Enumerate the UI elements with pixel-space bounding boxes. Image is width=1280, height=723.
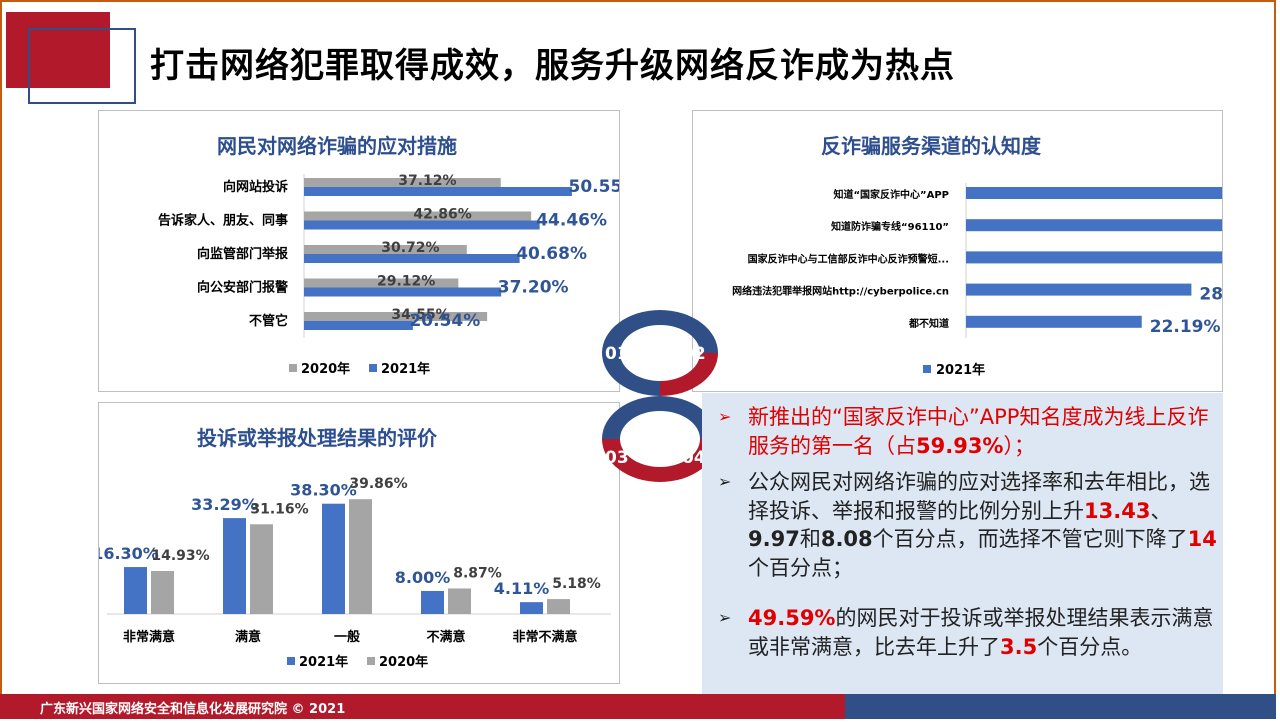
chart3-legend-2020: 2020年 [379, 654, 428, 670]
chart1-category-label: 告诉家人、朋友、同事 [158, 213, 288, 229]
chart1-label-2020: 34.55% [391, 307, 449, 323]
chart1-category-label: 不管它 [249, 313, 288, 329]
summary-box: ➢ 新推出的“国家反诈中心”APP知名度成为线上反诈服务的第一名（占59.93%… [702, 393, 1223, 703]
chart-channel-awareness: 反诈骗服务渠道的认知度 知道“国家反诈中心”APP59.93%知道防诈骗专线“9… [692, 110, 1223, 392]
chart3-bar-2021 [520, 602, 543, 614]
chart3-label-2021: 16.30% [99, 544, 159, 563]
chart3-bar-2020 [448, 588, 471, 614]
chart3-label-2020: 31.16% [250, 501, 308, 517]
chart3-bar-2020 [250, 524, 273, 614]
chart3-legend-2021: 2021年 [299, 654, 348, 670]
chart1-bar-2020 [304, 312, 488, 321]
chart1-label-2020: 30.72% [381, 240, 439, 256]
chart1-category-label: 向公安部门报警 [197, 280, 288, 296]
title-decoration-red [6, 12, 110, 88]
chart2-value-label: 28.46% [1199, 285, 1222, 305]
chart2-bar [966, 251, 1222, 264]
chart3-title: 投诉或举报处理结果的评价 [197, 426, 437, 450]
chart3-category-label: 一般 [334, 629, 360, 645]
arrow-bullet-icon: ➢ [718, 407, 732, 426]
chart1-label-2021: 40.68% [516, 244, 587, 264]
chart1-label-2021: 37.20% [498, 278, 569, 298]
chart2-value-label: 22.19% [1150, 317, 1221, 337]
chart3-label-2020: 14.93% [151, 548, 209, 564]
chart2-legend-swatch [923, 365, 931, 373]
chart3-category-label: 非常不满意 [512, 629, 577, 645]
chart3-bar-2020 [547, 599, 570, 614]
chart1-bar-2021 [304, 187, 572, 196]
chart2-bar [966, 219, 1222, 232]
chart2-category-label: 知道“国家反诈中心”APP [832, 188, 949, 201]
chart-evaluation: 投诉或举报处理结果的评价 16.30%14.93% 非常满意 33.29%31.16… [98, 402, 620, 684]
chart1-bar-2020 [304, 245, 467, 254]
chart1-label-2021: 44.46% [536, 211, 607, 231]
chart3-bar-2021 [322, 503, 345, 614]
chart3-category-label: 非常满意 [123, 629, 175, 645]
chart1-category-label: 向网站投诉 [223, 179, 288, 195]
chart2-bar [966, 283, 1192, 296]
chart3-label-2021: 4.11% [494, 579, 550, 598]
bullet-1-text: 新推出的“国家反诈中心”APP知名度成为线上反诈服务的第一名（占59.93%）； [748, 405, 1209, 458]
chart1-bar-2021 [304, 254, 520, 263]
chart1-label-2020: 29.12% [377, 274, 435, 290]
chart1-plot: 向网站投诉 37.12% 50.55% 告诉家人、朋友、同事 42.86% 44.46% 向… [158, 173, 619, 377]
chart3-label-2020: 39.86% [349, 476, 407, 492]
chart3-category-label: 满意 [235, 629, 261, 645]
footer-bar-red [0, 694, 845, 719]
slide-title: 打击网络犯罪取得成效，服务升级网络反诈成为热点 [150, 46, 955, 86]
numbered-ring-graphic: 01 02 03 04 [602, 310, 718, 482]
chart1-label-2021: 20.54% [409, 311, 480, 331]
chart1-bar-2020 [304, 178, 501, 187]
chart1-legend-2021: 2021年 [381, 361, 430, 377]
bullet-3-text: 49.59%的网民对于投诉或举报处理结果表示满意或非常满意，比去年上升了3.5个… [748, 606, 1214, 659]
title-decoration-outline [28, 28, 136, 104]
chart3-plot: 16.30%14.93% 非常满意 33.29%31.16% 满意 38.30%39.8… [99, 476, 611, 670]
chart1-legend-swatch-2021 [369, 364, 377, 372]
bullet-2-text: 公众网民对网络诈骗的应对选择率和去年相比，选择投诉、举报和报警的比例分别上升13… [748, 470, 1217, 580]
chart3-label-2020: 8.87% [453, 565, 502, 581]
badge-04: 04 [682, 448, 706, 468]
chart3-label-2020: 5.18% [552, 576, 601, 592]
chart2-legend-2021: 2021年 [936, 362, 985, 378]
footer-copyright: 广东新兴国家网络安全和信息化发展研究院 © 2021 [40, 702, 346, 717]
chart3-bar-2020 [151, 571, 174, 614]
chart1-legend-swatch-2020 [289, 364, 297, 372]
chart1-bar-2020 [304, 278, 459, 288]
chart1-label-2020: 42.86% [413, 207, 471, 223]
chart2-bar [966, 187, 1222, 199]
chart2-category-label: 网络违法犯罪举报网站http://cyberpolice.cn [732, 285, 949, 298]
chart3-bar-2021 [223, 518, 246, 614]
chart2-bar [966, 315, 1142, 328]
chart2-title: 反诈骗服务渠道的认知度 [821, 134, 1041, 158]
chart3-category-label: 不满意 [426, 629, 465, 645]
badge-02: 02 [682, 344, 706, 364]
footer-bar-blue [845, 694, 1276, 719]
chart2-category-label: 知道防诈骗专线“96110” [830, 220, 949, 233]
arrow-bullet-icon: ➢ [718, 472, 732, 491]
chart1-bar-2021 [304, 321, 413, 330]
chart1-bar-2020 [304, 211, 532, 221]
arrow-bullet-icon: ➢ [718, 608, 732, 627]
chart2-plot: 知道“国家反诈中心”APP59.93%知道防诈骗专线“96110”41.34%国… [732, 183, 1222, 378]
chart1-label-2020: 37.12% [398, 173, 456, 189]
chart3-legend-swatch-2021 [287, 657, 295, 665]
chart3-label-2021: 8.00% [395, 568, 451, 587]
badge-01: 01 [605, 344, 629, 364]
chart1-category-label: 向监管部门举报 [197, 246, 289, 262]
chart1-legend-2020: 2020年 [301, 361, 350, 377]
chart3-bar-2021 [421, 590, 444, 614]
chart1-label-2021: 50.55% [569, 177, 619, 197]
chart1-title: 网民对网络诈骗的应对措施 [217, 134, 457, 158]
chart-response-measures: 网民对网络诈骗的应对措施 向网站投诉 37.12% 50.55% 告诉家人、朋友、同事… [98, 110, 620, 392]
chart1-bar-2021 [304, 287, 502, 297]
chart3-bar-2021 [124, 567, 147, 614]
chart3-label-2021: 33.29% [191, 495, 258, 514]
badge-03: 03 [605, 448, 629, 468]
chart3-legend-swatch-2020 [367, 657, 375, 665]
chart3-label-2021: 38.30% [290, 481, 357, 500]
chart2-category-label: 国家反诈中心与工信部反诈中心反诈预警短... [748, 252, 949, 265]
chart3-bar-2020 [349, 499, 372, 614]
chart1-bar-2021 [304, 220, 540, 230]
chart2-category-label: 都不知道 [908, 317, 949, 330]
